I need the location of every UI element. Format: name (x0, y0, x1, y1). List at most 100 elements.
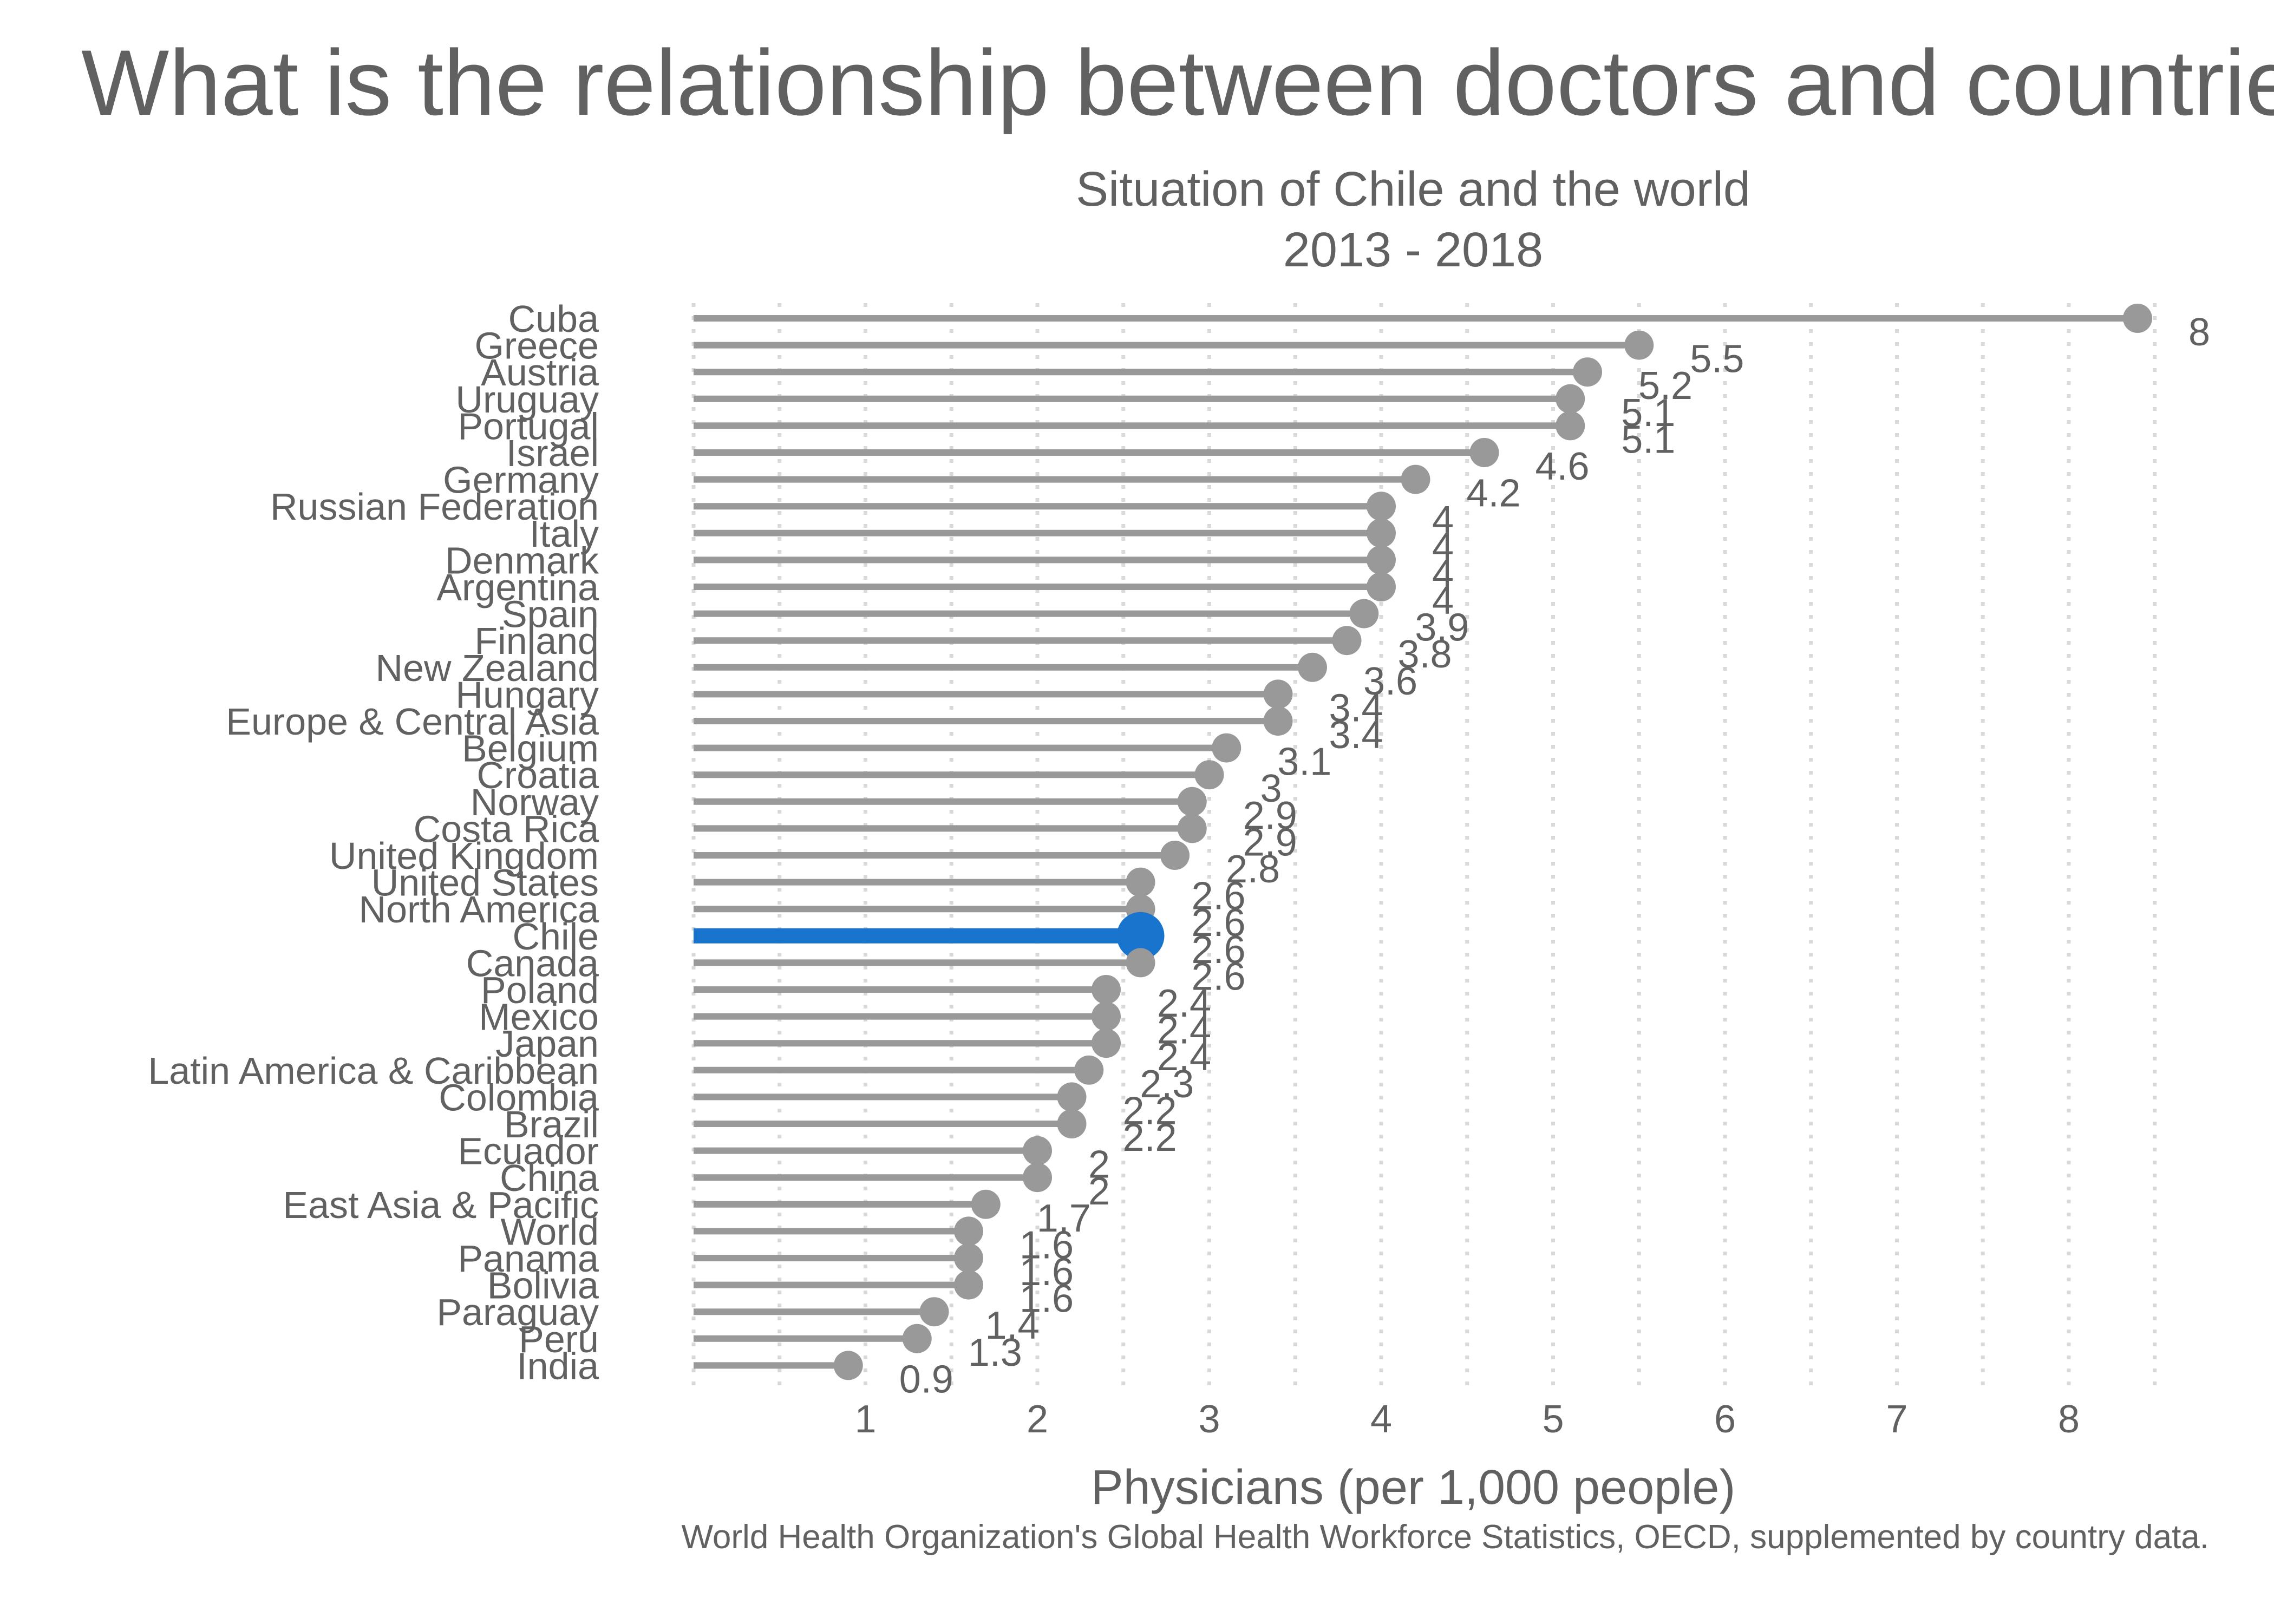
value-label: 3.4 (1329, 713, 1383, 757)
value-label: 2.4 (1157, 1036, 1211, 1079)
x-axis-label: Physicians (per 1,000 people) (1091, 1461, 1736, 1515)
chart-caption: World Health Organization's Global Healt… (682, 1518, 2209, 1556)
x-tick-label: 1 (854, 1398, 876, 1441)
value-label: 4.6 (1535, 445, 1590, 488)
lollipop-point (1177, 787, 1207, 816)
category-label: Canada (466, 942, 599, 984)
category-label: Denmark (445, 539, 599, 581)
lollipop-point (1023, 1136, 1052, 1165)
category-label: North America (359, 888, 599, 931)
lollipop-point (1160, 841, 1190, 870)
lollipop-point (1212, 733, 1241, 763)
category-label: Poland (481, 969, 599, 1011)
value-label: 2.6 (1192, 875, 1246, 918)
value-label: 2.6 (1192, 955, 1246, 998)
category-label: India (517, 1345, 599, 1387)
value-label: 3 (1260, 767, 1282, 810)
x-tick-label: 4 (1370, 1398, 1392, 1441)
lollipop-point (1023, 1163, 1052, 1193)
lollipop-point (1367, 492, 1396, 521)
category-label: Peru (519, 1318, 599, 1360)
chart-subtitle-line-1: Situation of Chile and the world (1076, 162, 1750, 217)
category-label: Spain (502, 593, 599, 636)
category-labels: CubaGreeceAustriaUruguayPortugalIsraelGe… (148, 298, 599, 1387)
lollipop-point (1092, 1001, 1121, 1031)
category-label: Greece (474, 325, 599, 367)
value-label: 5.1 (1621, 418, 1675, 461)
lollipop-point (954, 1243, 983, 1273)
x-tick-label: 6 (1714, 1398, 1736, 1441)
category-label: Portugal (458, 405, 599, 447)
lollipop-point (971, 1189, 1001, 1219)
lollipop-point (1349, 599, 1379, 628)
lollipop-point (1057, 1109, 1087, 1138)
value-label: 3.8 (1398, 633, 1452, 676)
category-label: Chile (512, 915, 599, 958)
category-label: Paraguay (436, 1291, 599, 1333)
category-label: Mexico (479, 996, 599, 1038)
value-label: 3.4 (1329, 686, 1383, 730)
category-label: United Kingdom (329, 835, 599, 877)
lollipop-point (1116, 912, 1165, 960)
lollipop-point (1573, 357, 1602, 387)
value-label: 5.1 (1621, 391, 1675, 435)
value-label: 4 (1432, 552, 1454, 595)
value-label: 2.6 (1192, 901, 1246, 945)
value-label: 2.8 (1226, 848, 1280, 891)
value-label: 3.9 (1415, 606, 1469, 650)
category-label: Russian Federation (270, 486, 599, 528)
lollipop-point (1298, 652, 1327, 682)
lollipop-point (1624, 330, 1654, 360)
x-tick-label: 3 (1198, 1398, 1220, 1441)
x-tick-label: 2 (1027, 1398, 1048, 1441)
category-label: Colombia (439, 1076, 599, 1118)
value-label: 4 (1432, 579, 1454, 623)
x-tick-label: 8 (2058, 1398, 2080, 1441)
x-tick-label: 7 (1886, 1398, 1907, 1441)
value-label: 3.1 (1277, 741, 1331, 784)
lollipop-point (1469, 438, 1499, 467)
value-label: 1.6 (1020, 1223, 1074, 1267)
lollipop-point (2123, 304, 2152, 333)
value-label: 2.2 (1123, 1116, 1177, 1160)
value-label: 4 (1432, 526, 1454, 569)
chart-subtitle-line-2: 2013 - 2018 (1283, 223, 1543, 277)
marks-layer (694, 304, 2152, 1380)
value-label: 2.3 (1140, 1063, 1194, 1106)
lollipop-point (902, 1324, 932, 1353)
chart-title: What is the relationship between doctors… (81, 31, 2274, 135)
category-label: Norway (471, 781, 599, 823)
value-label: 0.9 (899, 1358, 953, 1401)
category-label: Panama (458, 1237, 599, 1280)
lollipop-point (1367, 572, 1396, 601)
category-label: Germany (443, 459, 599, 501)
value-label: 1.7 (1037, 1197, 1091, 1240)
value-label: 1.3 (968, 1331, 1022, 1374)
lollipop-point (954, 1216, 983, 1246)
category-label: Costa Rica (414, 808, 599, 850)
grid-layer (691, 303, 2157, 1390)
category-label: East Asia & Pacific (283, 1184, 599, 1226)
category-label: Finland (474, 620, 599, 662)
value-label: 4.2 (1467, 472, 1521, 515)
value-label: 2.4 (1157, 982, 1211, 1025)
value-label: 2 (1088, 1170, 1110, 1213)
category-label: Brazil (504, 1103, 599, 1145)
value-label: 2.2 (1123, 1089, 1177, 1132)
value-label: 2.6 (1192, 928, 1246, 972)
lollipop-point (1074, 1055, 1104, 1085)
lollipop-point (1556, 384, 1585, 414)
category-label: Hungary (455, 673, 599, 716)
category-label: Israel (506, 432, 599, 474)
value-label: 5.2 (1638, 364, 1693, 408)
value-labels: 85.55.25.15.14.64.244443.93.83.63.43.43.… (899, 311, 2210, 1401)
lollipop-point (1556, 411, 1585, 441)
category-label: Japan (495, 1023, 599, 1065)
category-label: China (500, 1157, 599, 1199)
value-label: 2.4 (1157, 1009, 1211, 1052)
x-tick-label: 5 (1542, 1398, 1564, 1441)
lollipop-point (1057, 1082, 1087, 1112)
category-label: World (500, 1210, 599, 1253)
lollipop-point (1263, 679, 1293, 709)
